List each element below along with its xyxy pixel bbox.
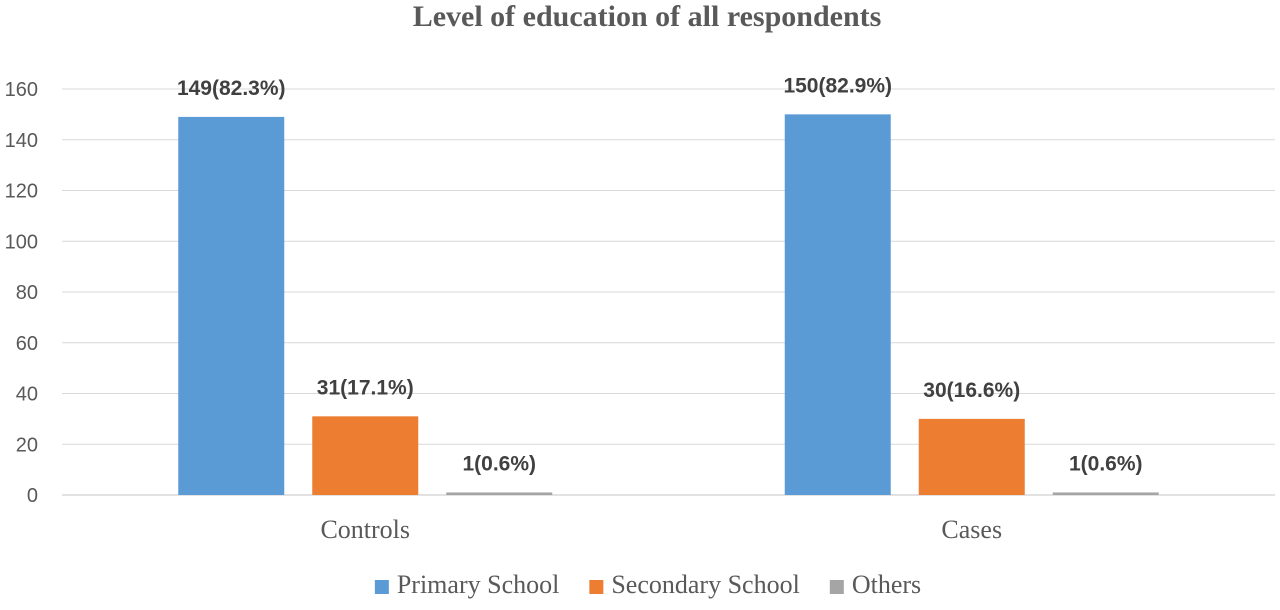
legend-swatch: [829, 580, 844, 594]
x-axis-categories: Controls Cases: [320, 515, 1002, 544]
legend-item: Secondary School: [589, 570, 800, 599]
data-label: 31(17.1%): [317, 376, 414, 399]
legend-swatch: [374, 580, 389, 594]
data-label: 1(0.6%): [462, 452, 536, 475]
y-tick-label: 140: [5, 130, 38, 152]
y-tick-label: 60: [16, 333, 38, 355]
bar-cases-secondary-school: [918, 418, 1025, 495]
x-category-label: Controls: [320, 515, 410, 544]
y-tick-label: 160: [5, 79, 38, 101]
data-label: 1(0.6%): [1069, 452, 1143, 475]
bars: [178, 114, 1159, 495]
bar-controls-others: [446, 492, 553, 495]
y-tick-label: 120: [5, 181, 38, 203]
bar-cases-others: [1052, 492, 1159, 495]
y-tick-label: 100: [5, 231, 38, 253]
bar-controls-secondary-school: [312, 416, 419, 495]
legend-item: Primary School: [374, 570, 560, 599]
legend-swatch: [589, 580, 604, 594]
data-label: 150(82.9%): [783, 74, 892, 97]
data-labels: 149(82.3%) 31(17.1%) 1(0.6%) 150(82.9%) 30(1…: [177, 74, 1143, 475]
y-tick-label: 80: [16, 282, 38, 304]
chart-title: Level of education of all respondents: [413, 0, 882, 33]
x-category-label: Cases: [941, 515, 1002, 544]
bar-controls-primary-school: [178, 116, 285, 495]
data-label: 149(82.3%): [177, 77, 286, 100]
y-tick-label: 0: [27, 485, 38, 507]
bar-cases-primary-school: [784, 114, 891, 495]
y-axis-ticks: 0 20 40 60 80 100 120 140 160: [5, 79, 38, 507]
y-tick-label: 20: [16, 434, 38, 456]
y-tick-label: 40: [16, 384, 38, 406]
legend-label: Primary School: [397, 570, 560, 599]
data-label: 30(16.6%): [923, 379, 1020, 402]
legend-label: Secondary School: [611, 570, 799, 599]
legend-label: Others: [852, 570, 921, 599]
legend-item: Others: [829, 570, 921, 599]
legend: Primary School Secondary School Others: [374, 570, 921, 599]
